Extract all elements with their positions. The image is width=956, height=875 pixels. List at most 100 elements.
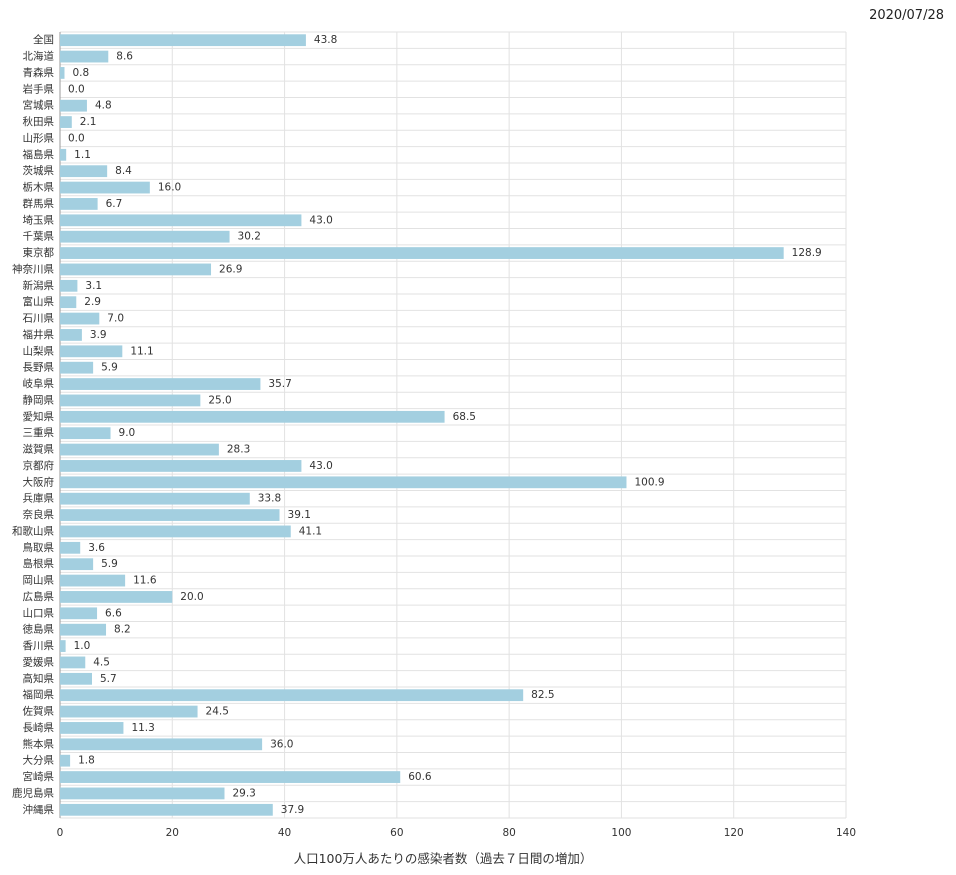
value-label-26: 43.0 xyxy=(309,460,332,472)
category-label-2: 青森県 xyxy=(23,66,55,79)
category-label-36: 徳島県 xyxy=(23,623,55,636)
bar-2 xyxy=(60,67,65,79)
category-label-21: 岐阜県 xyxy=(23,377,55,390)
bar-23 xyxy=(60,410,445,423)
category-label-42: 長崎県 xyxy=(23,721,55,734)
x-tick-label-0: 0 xyxy=(57,827,64,839)
value-label-29: 39.1 xyxy=(288,509,311,521)
value-label-27: 100.9 xyxy=(634,476,664,488)
value-label-32: 5.9 xyxy=(101,558,118,570)
value-labels: 43.8 8.6 0.8 0.0 4.8 2.1 0.0 1.1 8.4 16.0 6.7 43.0 3… xyxy=(68,34,822,816)
category-label-39: 高知県 xyxy=(23,672,55,685)
value-label-20: 5.9 xyxy=(101,362,118,374)
grid xyxy=(59,31,847,819)
category-label-16: 富山県 xyxy=(23,295,55,308)
category-label-0: 全国 xyxy=(33,33,54,46)
category-label-32: 島根県 xyxy=(23,557,55,570)
bar-7 xyxy=(60,148,67,161)
value-label-28: 33.8 xyxy=(258,493,281,505)
bar-17 xyxy=(60,312,100,325)
bar-34 xyxy=(60,591,173,603)
value-label-31: 3.6 xyxy=(88,542,105,554)
x-tick-label-2: 40 xyxy=(278,827,291,839)
bar-18 xyxy=(60,329,82,341)
x-tick-label-5: 100 xyxy=(611,827,631,839)
category-label-37: 香川県 xyxy=(23,640,55,652)
bar-44 xyxy=(60,754,71,767)
value-label-40: 82.5 xyxy=(531,689,554,701)
category-label-43: 熊本県 xyxy=(23,737,55,750)
category-label-30: 和歌山県 xyxy=(12,524,54,537)
category-label-29: 奈良県 xyxy=(23,508,55,521)
bar-24 xyxy=(60,427,111,440)
value-label-1: 8.6 xyxy=(116,51,133,63)
category-label-7: 福島県 xyxy=(23,148,55,161)
bar-29 xyxy=(60,509,280,521)
category-label-23: 愛知県 xyxy=(23,410,55,423)
value-label-38: 4.5 xyxy=(93,656,110,668)
category-label-24: 三重県 xyxy=(23,426,55,439)
value-label-24: 9.0 xyxy=(119,427,136,439)
value-label-0: 43.8 xyxy=(314,34,337,46)
bar-31 xyxy=(60,541,81,554)
value-label-15: 3.1 xyxy=(85,280,102,292)
value-label-23: 68.5 xyxy=(453,411,476,423)
category-label-5: 秋田県 xyxy=(23,115,55,128)
bar-21 xyxy=(60,378,261,390)
bar-39 xyxy=(60,672,93,685)
category-label-4: 宮城県 xyxy=(23,99,55,112)
category-label-25: 滋賀県 xyxy=(23,443,55,456)
value-label-3: 0.0 xyxy=(68,83,85,95)
category-label-20: 長野県 xyxy=(23,362,55,374)
x-tick-label-6: 120 xyxy=(724,827,744,839)
category-label-38: 愛媛県 xyxy=(23,655,55,668)
bar-38 xyxy=(60,656,86,669)
bar-37 xyxy=(60,640,66,652)
bar-42 xyxy=(60,722,124,734)
value-label-11: 43.0 xyxy=(309,214,332,226)
bar-11 xyxy=(60,214,302,227)
bar-36 xyxy=(60,623,107,636)
value-label-46: 29.3 xyxy=(232,787,255,799)
bar-46 xyxy=(60,787,225,800)
bar-40 xyxy=(60,689,524,702)
bar-26 xyxy=(60,460,302,472)
value-label-16: 2.9 xyxy=(84,296,101,308)
value-label-17: 7.0 xyxy=(107,313,124,325)
bar-33 xyxy=(60,574,126,587)
x-axis-title: 人口100万人あたりの感染者数（過去７日間の増加） xyxy=(294,851,593,866)
value-label-37: 1.0 xyxy=(74,640,91,652)
category-label-8: 茨城県 xyxy=(23,164,55,177)
value-label-43: 36.0 xyxy=(270,738,293,750)
x-tick-label-3: 60 xyxy=(390,827,403,839)
bar-12 xyxy=(60,230,230,243)
category-label-12: 千葉県 xyxy=(23,230,55,243)
category-label-28: 兵庫県 xyxy=(23,492,55,505)
category-label-10: 群馬県 xyxy=(23,197,55,210)
value-label-8: 8.4 xyxy=(115,165,132,177)
category-label-35: 山口県 xyxy=(23,607,55,619)
value-label-19: 11.1 xyxy=(130,345,153,357)
value-label-14: 26.9 xyxy=(219,263,242,275)
bar-43 xyxy=(60,738,263,751)
value-label-7: 1.1 xyxy=(74,149,91,161)
value-label-4: 4.8 xyxy=(95,100,112,112)
bar-30 xyxy=(60,525,291,538)
category-label-47: 沖縄県 xyxy=(23,803,55,816)
value-label-30: 41.1 xyxy=(299,525,322,537)
date-label: 2020/07/28 xyxy=(869,8,944,23)
bar-47 xyxy=(60,803,273,816)
bar-28 xyxy=(60,492,250,505)
category-label-13: 東京都 xyxy=(23,246,55,259)
bar-8 xyxy=(60,165,108,178)
value-label-36: 8.2 xyxy=(114,624,131,636)
value-label-10: 6.7 xyxy=(106,198,123,210)
category-label-46: 鹿児島県 xyxy=(12,786,54,799)
value-label-25: 28.3 xyxy=(227,444,250,456)
bar-4 xyxy=(60,99,87,112)
category-label-41: 佐賀県 xyxy=(23,705,55,718)
value-label-22: 25.0 xyxy=(208,394,231,406)
value-label-44: 1.8 xyxy=(78,755,95,767)
x-tick-label-4: 80 xyxy=(502,827,515,839)
